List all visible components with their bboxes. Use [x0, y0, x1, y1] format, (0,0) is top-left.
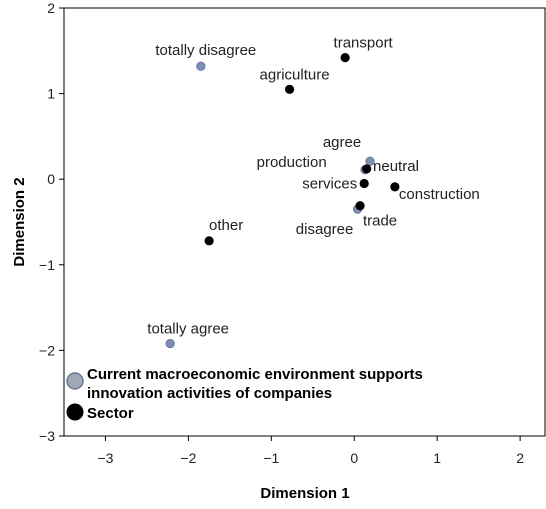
points-layer [165, 53, 400, 349]
point-services [359, 178, 369, 189]
y-tick-label: −3 [39, 428, 55, 444]
legend: Current macroeconomic environment suppor… [66, 366, 423, 422]
point-label-other: other [209, 217, 243, 234]
legend-label-sector: Sector [87, 405, 134, 422]
legend-label-macro-line-1: Current macroeconomic environment suppor… [87, 366, 423, 383]
point-trade [355, 201, 365, 211]
x-tick-label: 2 [516, 450, 524, 466]
x-tick-label: 0 [350, 450, 358, 466]
point-label-neutral: neutral [373, 158, 419, 175]
point-label-production: production [257, 154, 327, 171]
y-tick-label: 1 [47, 86, 55, 102]
plot-area [63, 7, 546, 437]
x-tick-label: −3 [97, 450, 113, 466]
legend-marker-sector [66, 403, 84, 421]
y-tick-label: −1 [39, 257, 55, 273]
point-labels: totally disagree agree neutral disagree tota… [147, 35, 479, 338]
y-tick-label: −2 [39, 342, 55, 358]
point-other [204, 236, 214, 246]
y-axis-title: Dimension 2 [11, 177, 28, 266]
point-label-construction: construction [399, 186, 480, 203]
y-tick-label: 2 [47, 0, 55, 16]
y-axis: −3 −2 −1 0 1 2 [39, 0, 64, 444]
point-label-agriculture: agriculture [260, 66, 330, 83]
point-totally-agree [165, 338, 175, 349]
legend-label-macro-line-2: innovation activities of companies [87, 385, 332, 402]
point-construction [390, 182, 400, 192]
x-tick-label: −2 [180, 450, 196, 466]
point-agree [365, 156, 375, 166]
point-transport [340, 53, 350, 63]
point-label-totally-agree: totally agree [147, 321, 229, 338]
legend-marker-macro [66, 372, 84, 390]
point-label-trade: trade [363, 213, 397, 230]
x-tick-label: −1 [263, 450, 279, 466]
x-axis-title: Dimension 1 [260, 485, 349, 502]
point-agriculture [284, 84, 295, 94]
point-totally-disagree [196, 61, 206, 71]
point-label-transport: transport [334, 35, 394, 52]
point-label-agree: agree [323, 134, 361, 151]
point-label-totally-disagree: totally disagree [155, 42, 256, 59]
y-tick-label: 0 [47, 171, 55, 187]
point-label-services: services [302, 175, 357, 192]
point-production [362, 164, 372, 174]
x-axis: −3 −2 −1 0 1 2 [97, 436, 524, 466]
x-tick-label: 1 [433, 450, 441, 466]
point-label-disagree: disagree [296, 221, 354, 238]
